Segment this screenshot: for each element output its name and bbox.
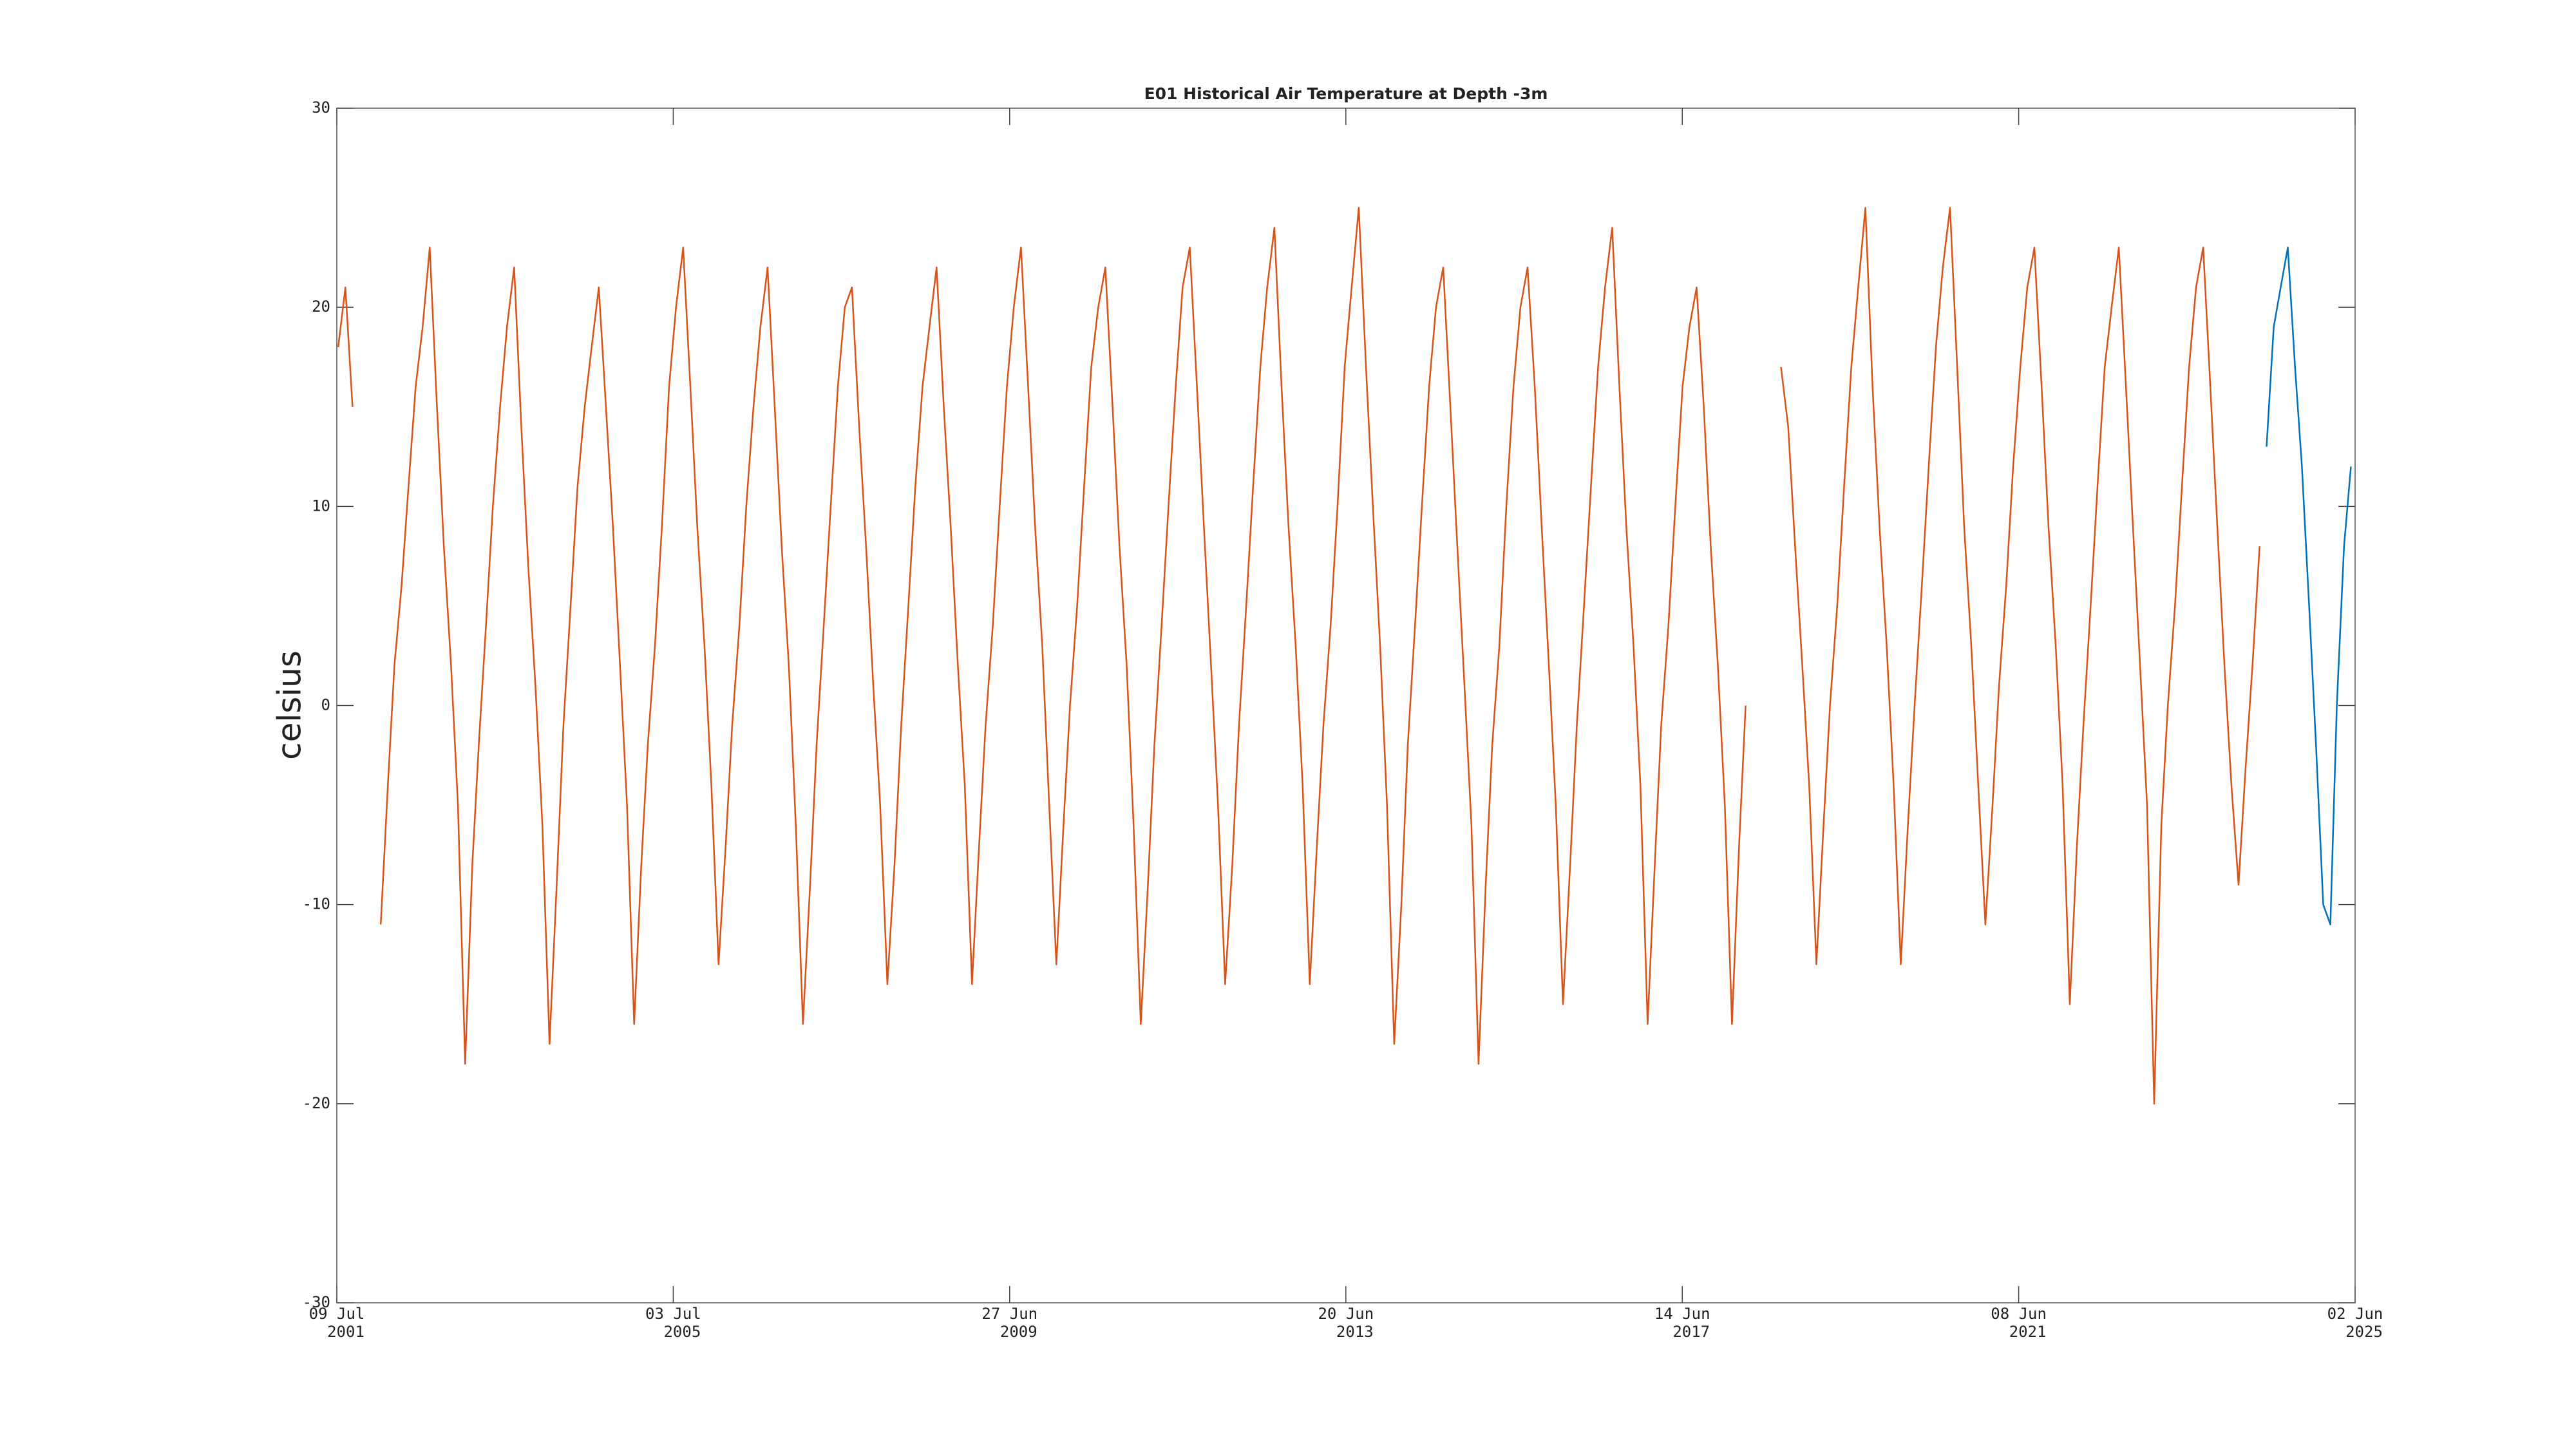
y-tick-label: 0 <box>321 696 330 714</box>
x-tick-label: 27 Jun <box>981 1305 1037 1323</box>
x-tick-label: 20 Jun <box>1318 1305 1374 1323</box>
x-tick-label: 2021 <box>2009 1323 2047 1341</box>
y-tick-label: 30 <box>312 99 330 117</box>
x-tick-label: 2009 <box>1000 1323 1037 1341</box>
y-axis-label: celsius <box>271 650 308 760</box>
x-tick-label: 2025 <box>2345 1323 2383 1341</box>
x-tick-label: 2013 <box>1336 1323 1374 1341</box>
x-tick-label: 2017 <box>1672 1323 1710 1341</box>
x-tick-label: 02 Jun <box>2327 1305 2383 1323</box>
y-tick-label: 10 <box>312 497 330 515</box>
x-tick-label: 08 Jun <box>1991 1305 2047 1323</box>
data-line <box>2266 247 2352 925</box>
y-tick-label: 20 <box>312 298 330 316</box>
x-tick-label: 09 Jul <box>309 1305 365 1323</box>
plot-frame <box>336 108 2356 1303</box>
chart-title: E01 Historical Air Temperature at Depth … <box>1144 84 1548 103</box>
x-tick-label: 14 Jun <box>1654 1305 1710 1323</box>
x-tick-label: 03 Jul <box>645 1305 701 1323</box>
y-tick-label: -20 <box>303 1094 330 1112</box>
y-tick-label: -10 <box>303 895 330 913</box>
y-tick-label: -30 <box>303 1293 330 1311</box>
data-line <box>337 207 2260 1105</box>
x-tick-label: 2001 <box>327 1323 365 1341</box>
x-tick-label: 2005 <box>663 1323 701 1341</box>
